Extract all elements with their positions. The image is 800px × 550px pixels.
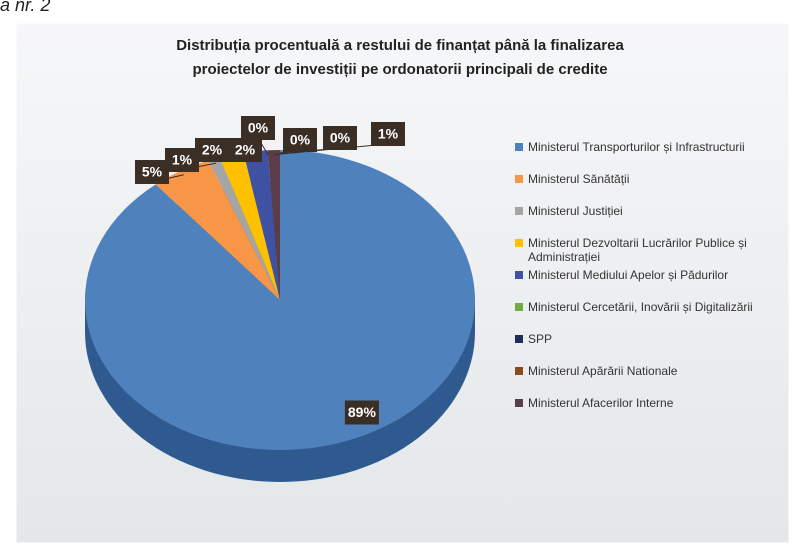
legend-item: Ministerul Mediului Apelor și Pădurilor [515, 268, 790, 300]
data-label: 89% [348, 404, 377, 420]
data-label-box [228, 138, 262, 162]
legend-item: SPP [515, 332, 790, 364]
data-label: 1% [378, 126, 399, 142]
legend-swatch [515, 335, 523, 343]
chart-title: proiectelor de investiții pe ordonatorii… [192, 61, 607, 78]
pie-slice [219, 152, 280, 300]
legend-swatch [515, 239, 523, 247]
legend-swatch [515, 367, 523, 375]
data-label: 0% [248, 120, 269, 136]
legend-item: Ministerul Afacerilor Interne [515, 396, 790, 428]
legend-label: Ministerul Cercetării, Inovării și Digit… [528, 300, 753, 314]
legend: Ministerul Transporturilor și Infrastruc… [515, 140, 790, 428]
legend-item: Ministerul Dezvoltarii Lucrărilor Public… [515, 236, 790, 268]
data-label-box [241, 116, 275, 140]
legend-label: Ministerul Mediului Apelor și Pădurilor [528, 268, 729, 282]
legend-item: Ministerul Justiției [515, 204, 790, 236]
legend-swatch [515, 207, 523, 215]
data-label-box [371, 122, 405, 146]
chart-title: Distribuția procentuală a restului de fi… [176, 37, 624, 54]
data-label-box [283, 128, 317, 152]
pie-slice [243, 150, 280, 300]
legend-item: Ministerul Sănătății [515, 172, 790, 204]
data-label-box [135, 160, 169, 184]
data-label: 1% [172, 152, 193, 168]
data-label-box [323, 126, 357, 150]
data-label: 2% [202, 142, 223, 158]
legend-swatch [515, 143, 523, 151]
legend-label: Ministerul Transporturilor și Infrastruc… [528, 140, 745, 154]
legend-label: Ministerul Apărării Nationale [528, 364, 678, 378]
leader-line [274, 143, 389, 156]
legend-label: Ministerul Afacerilor Interne [528, 396, 674, 410]
pie-slice [155, 160, 280, 300]
pie-slice [85, 150, 476, 450]
legend-swatch [515, 271, 523, 279]
legend-label: SPP [528, 332, 553, 346]
legend-swatch [515, 175, 523, 183]
pie-slice [208, 157, 280, 300]
leader-line [257, 137, 269, 156]
data-label: 2% [235, 142, 256, 158]
legend-item: Ministerul Transporturilor și Infrastruc… [515, 140, 790, 172]
legend-swatch [515, 303, 523, 311]
legend-label: Ministerul Sănătății [528, 172, 630, 186]
data-label: 5% [142, 164, 163, 180]
data-label-box [165, 148, 199, 172]
data-label-box [344, 400, 379, 425]
caption: a nr. 2 [0, 0, 50, 15]
data-label-box [195, 138, 229, 162]
data-label: 0% [330, 130, 351, 146]
legend-item: Ministerul Cercetării, Inovării și Digit… [515, 300, 790, 332]
legend-label: Ministerul Dezvoltarii Lucrărilor Public… [528, 236, 747, 264]
legend-label: Ministerul Justiției [528, 204, 623, 218]
pie-slice [267, 150, 280, 300]
data-label: 0% [290, 132, 311, 148]
legend-item: Ministerul Apărării Nationale [515, 364, 790, 396]
legend-swatch [515, 399, 523, 407]
